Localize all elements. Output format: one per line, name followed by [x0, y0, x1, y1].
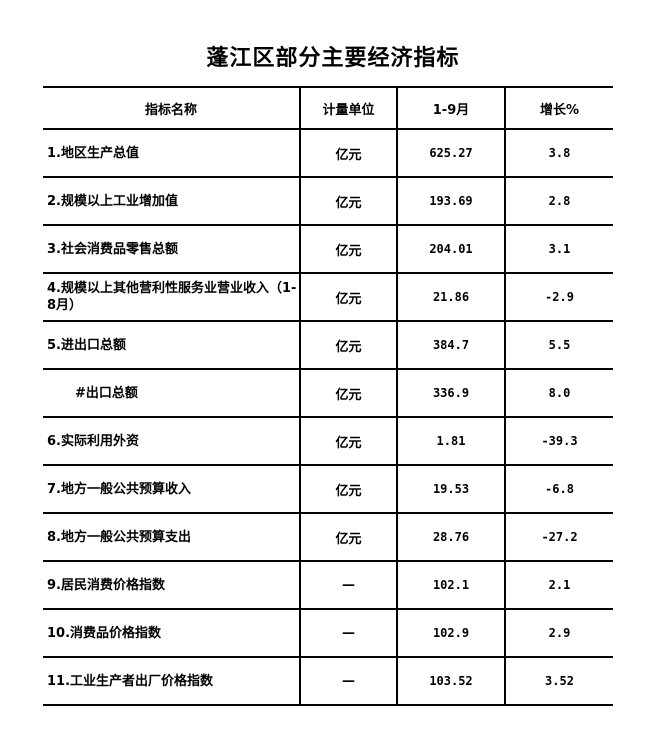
indicator-name-cell: 3.社会消费品零售总额: [43, 224, 301, 274]
indicator-name-cell: 7.地方一般公共预算收入: [43, 464, 301, 514]
growth-cell: 5.5: [504, 320, 613, 370]
growth-cell: 3.52: [504, 656, 613, 706]
indicator-name-cell: 9.居民消费价格指数: [43, 560, 301, 610]
table-row: #出口总额 亿元 336.9 8.0: [43, 368, 613, 418]
unit-cell: 亿元: [299, 176, 398, 226]
growth-cell: 2.9: [504, 608, 613, 658]
indicator-name-cell: 5.进出口总额: [43, 320, 301, 370]
table-row: 2.规模以上工业增加值 亿元 193.69 2.8: [43, 176, 613, 226]
value-cell: 28.76: [396, 512, 506, 562]
value-cell: 1.81: [396, 416, 506, 466]
growth-cell: 3.8: [504, 128, 613, 178]
table-row: 9.居民消费价格指数 —102.1 2.1: [43, 560, 613, 610]
value-cell: 193.69: [396, 176, 506, 226]
unit-cell: 亿元: [299, 368, 398, 418]
value-cell: 625.27: [396, 128, 506, 178]
unit-cell: 亿元: [299, 416, 398, 466]
unit-cell: 亿元: [299, 320, 398, 370]
unit-cell: 亿元: [299, 272, 398, 322]
page-title: 蓬江区部分主要经济指标: [206, 45, 460, 71]
table-row: 6.实际利用外资 亿元 1.81 -39.3: [43, 416, 613, 466]
growth-cell: 3.1: [504, 224, 613, 274]
indicators-table: 指标名称 计量单位 1-9月 增长% 1.地区生产总值 亿元 625.27 3.8 2.…: [43, 86, 613, 706]
indicator-name-cell: 2.规模以上工业增加值: [43, 176, 301, 226]
unit-cell: 亿元: [299, 224, 398, 274]
table-row: 1.地区生产总值 亿元 625.27 3.8: [43, 128, 613, 178]
value-cell: 102.1: [396, 560, 506, 610]
growth-cell: -39.3: [504, 416, 613, 466]
table-row: 4.规模以上其他营利性服务业营业收入（1-8月） 亿元 21.86 -2.9: [43, 272, 613, 322]
indicator-name-cell: 11.工业生产者出厂价格指数: [43, 656, 301, 706]
unit-cell: 亿元: [299, 128, 398, 178]
value-cell: 336.9: [396, 368, 506, 418]
indicator-name-cell: #出口总额: [43, 368, 301, 418]
indicator-name-cell: 10.消费品价格指数: [43, 608, 301, 658]
value-cell: 19.53: [396, 464, 506, 514]
header-unit: 计量单位: [299, 86, 398, 130]
unit-cell: 亿元: [299, 464, 398, 514]
indicator-name-cell: 6.实际利用外资: [43, 416, 301, 466]
indicator-name-cell: 1.地区生产总值: [43, 128, 301, 178]
growth-cell: 2.1: [504, 560, 613, 610]
header-period-value: 1-9月: [396, 86, 506, 130]
table-row: 7.地方一般公共预算收入 亿元 19.53 -6.8: [43, 464, 613, 514]
indicator-name-cell: 4.规模以上其他营利性服务业营业收入（1-8月）: [43, 272, 301, 322]
unit-cell: —: [299, 608, 398, 658]
value-cell: 103.52: [396, 656, 506, 706]
value-cell: 204.01: [396, 224, 506, 274]
value-cell: 21.86: [396, 272, 506, 322]
indicator-name-cell: 8.地方一般公共预算支出: [43, 512, 301, 562]
unit-cell: —: [299, 656, 398, 706]
table-row: 3.社会消费品零售总额 亿元 204.01 3.1: [43, 224, 613, 274]
table-row: 10.消费品价格指数 —102.9 2.9: [43, 608, 613, 658]
header-indicator-name: 指标名称: [43, 86, 301, 130]
value-cell: 384.7: [396, 320, 506, 370]
table-row: 11.工业生产者出厂价格指数 —103.52 3.52: [43, 656, 613, 706]
table-row: 5.进出口总额 亿元 384.7 5.5: [43, 320, 613, 370]
unit-cell: —: [299, 560, 398, 610]
header-growth: 增长%: [504, 86, 613, 130]
growth-cell: 8.0: [504, 368, 613, 418]
value-cell: 102.9: [396, 608, 506, 658]
table-header-row: 指标名称 计量单位 1-9月 增长%: [43, 86, 613, 130]
growth-cell: -27.2: [504, 512, 613, 562]
growth-cell: -2.9: [504, 272, 613, 322]
growth-cell: -6.8: [504, 464, 613, 514]
table-row: 8.地方一般公共预算支出 亿元 28.76 -27.2: [43, 512, 613, 562]
unit-cell: 亿元: [299, 512, 398, 562]
growth-cell: 2.8: [504, 176, 613, 226]
